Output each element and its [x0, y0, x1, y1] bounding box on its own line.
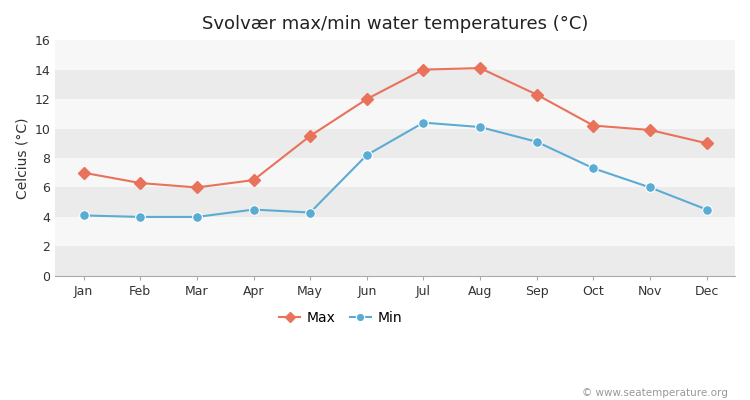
Bar [56, 99, 735, 128]
Bar [56, 188, 735, 217]
Bar [56, 70, 735, 99]
Y-axis label: Celcius (°C): Celcius (°C) [15, 117, 29, 199]
Bar [56, 40, 735, 70]
Bar [56, 246, 735, 276]
Text: © www.seatemperature.org: © www.seatemperature.org [582, 388, 728, 398]
Bar [56, 128, 735, 158]
Bar [56, 217, 735, 246]
Bar [56, 158, 735, 188]
Title: Svolvær max/min water temperatures (°C): Svolvær max/min water temperatures (°C) [202, 15, 588, 33]
Legend: Max, Min: Max, Min [274, 305, 408, 330]
